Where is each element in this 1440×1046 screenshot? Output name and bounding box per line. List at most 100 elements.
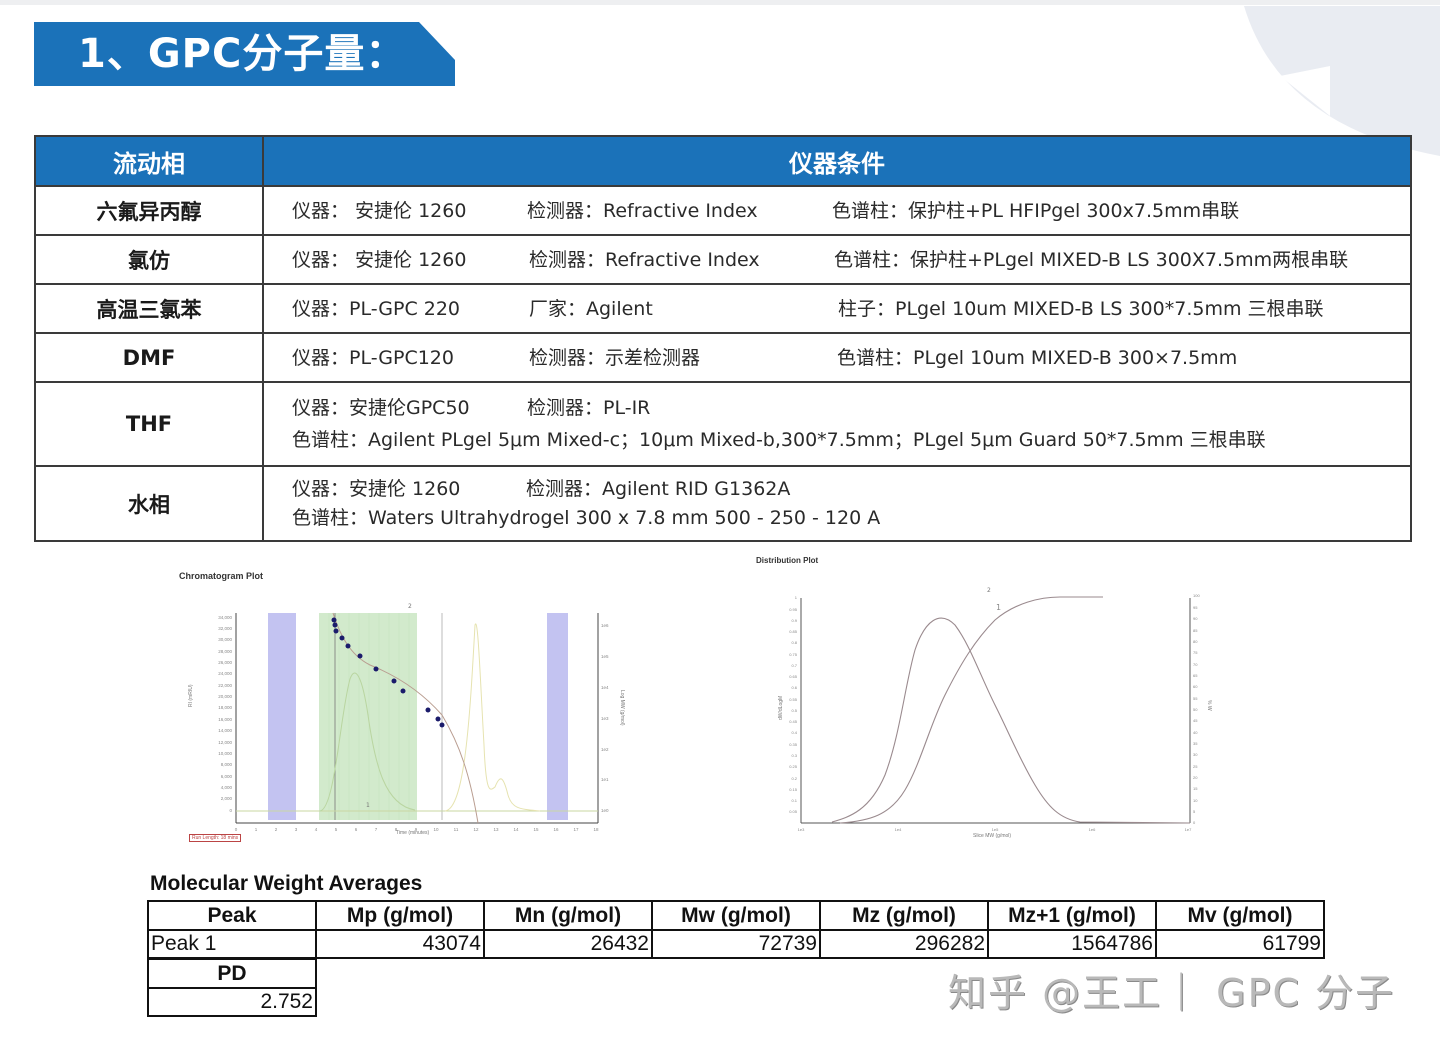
svg-text:14: 14 — [513, 827, 519, 832]
distribution-y2-axis-label: % W — [1206, 700, 1212, 711]
svg-text:1e5: 1e5 — [992, 827, 999, 832]
svg-text:5: 5 — [1193, 809, 1196, 814]
svg-text:0.2: 0.2 — [791, 776, 797, 781]
svg-text:50: 50 — [1193, 707, 1198, 712]
solvent-name: THF — [34, 381, 264, 467]
header-mw: Mw (g/mol) — [651, 900, 821, 931]
svg-text:95: 95 — [1193, 605, 1198, 610]
svg-text:6: 6 — [355, 827, 358, 832]
header-mp: Mp (g/mol) — [315, 900, 485, 931]
svg-text:1: 1 — [366, 802, 370, 809]
mz1-value: 1564786 — [987, 929, 1157, 959]
chromatogram-x-axis-label: Time (minutes) — [396, 830, 430, 836]
instrument-text: 仪器：安捷伦 1260 — [292, 477, 461, 500]
table-row: Peak 1 43074 26432 72739 296282 1564786 … — [147, 929, 1325, 959]
svg-text:0: 0 — [229, 808, 232, 813]
svg-text:0.4: 0.4 — [791, 730, 797, 735]
chromatogram-y2-axis-label: Log MW (g/mol) — [619, 690, 625, 726]
header-mz1: Mz+1 (g/mol) — [987, 900, 1157, 931]
svg-text:16: 16 — [553, 827, 559, 832]
svg-text:0.95: 0.95 — [789, 607, 798, 612]
distribution-plot: 2 1 0.05 0.1 0.15 0.2 0.25 0.3 0.35 0.4 0.45 0.… — [789, 587, 1200, 832]
svg-text:8,000: 8,000 — [221, 762, 233, 767]
svg-text:10: 10 — [433, 827, 439, 832]
svg-text:85: 85 — [1193, 628, 1198, 633]
condition-cell: 仪器：PL-GPC120 检测器：示差检测器 色谱柱：PLgel 10um MI… — [262, 332, 1412, 383]
svg-text:0.05: 0.05 — [789, 809, 798, 814]
column-text: 柱子：PLgel 10um MIXED-B LS 300*7.5mm 三根串联 — [838, 297, 1324, 320]
svg-text:1e1: 1e1 — [601, 777, 609, 782]
svg-text:90: 90 — [1193, 616, 1198, 621]
instrument-text: 仪器： 安捷伦 1260 — [292, 199, 467, 222]
detector-text: 检测器：示差检测器 — [529, 346, 701, 369]
table-row: DMF 仪器：PL-GPC120 检测器：示差检测器 色谱柱：PLgel 10u… — [34, 332, 1412, 383]
section-title: 1、GPC分子量： — [78, 31, 407, 77]
header-mv: Mv (g/mol) — [1155, 900, 1325, 931]
instrument-text: 仪器：安捷伦GPC50 — [292, 397, 470, 419]
instrument-text: 仪器： 安捷伦 1260 — [292, 248, 467, 271]
column-text: 色谱柱：Waters Ultrahydrogel 300 x 7.8 mm 50… — [292, 506, 881, 529]
svg-text:0.45: 0.45 — [789, 719, 798, 724]
mz-value: 296282 — [819, 929, 989, 959]
distribution-title: Distribution Plot — [756, 556, 819, 565]
svg-text:40: 40 — [1193, 730, 1198, 735]
mw-averages-table: Peak Mp (g/mol) Mn (g/mol) Mw (g/mol) Mz… — [147, 900, 1325, 959]
svg-text:1e4: 1e4 — [601, 685, 609, 690]
detector-text: 检测器：Refractive Index — [529, 248, 760, 271]
svg-text:1e2: 1e2 — [601, 747, 609, 752]
svg-text:0.35: 0.35 — [789, 742, 798, 747]
header-instrument-conditions: 仪器条件 — [262, 135, 1412, 187]
svg-text:2: 2 — [408, 603, 412, 610]
pd-value: 2.752 — [147, 987, 317, 1017]
pd-table: PD 2.752 — [147, 958, 317, 1017]
svg-text:80: 80 — [1193, 639, 1198, 644]
svg-text:1e3: 1e3 — [601, 716, 609, 721]
header-pd: PD — [147, 958, 317, 989]
svg-text:20,000: 20,000 — [218, 694, 232, 699]
instrument-text: 仪器：PL-GPC120 — [292, 346, 454, 369]
watermark: 知乎 @王工｜ GPC 分子 — [948, 971, 1396, 1015]
svg-text:0.65: 0.65 — [789, 674, 798, 679]
svg-text:1e6: 1e6 — [1089, 827, 1096, 832]
svg-text:30,000: 30,000 — [218, 637, 232, 642]
column-text: 色谱柱：Agilent PLgel 5μm Mixed-c；10μm Mixed… — [292, 429, 1266, 451]
svg-text:0.85: 0.85 — [789, 629, 798, 634]
detector-text: 检测器：PL-IR — [527, 397, 651, 419]
svg-text:6,000: 6,000 — [221, 774, 233, 779]
svg-text:0.15: 0.15 — [789, 787, 798, 792]
svg-text:0.8: 0.8 — [791, 640, 797, 645]
svg-text:26,000: 26,000 — [218, 660, 232, 665]
vendor-text: 厂家：Agilent — [529, 297, 653, 320]
svg-text:1: 1 — [255, 827, 258, 832]
svg-text:0.9: 0.9 — [791, 618, 797, 623]
svg-text:0.1: 0.1 — [791, 798, 797, 803]
svg-text:1e7: 1e7 — [1185, 827, 1192, 832]
svg-text:0: 0 — [1193, 820, 1196, 825]
detector-text: 检测器：Refractive Index — [527, 199, 758, 222]
mp-value: 43074 — [315, 929, 485, 959]
svg-text:100: 100 — [1193, 593, 1200, 598]
svg-text:0.25: 0.25 — [789, 764, 798, 769]
svg-text:0.75: 0.75 — [789, 652, 798, 657]
svg-text:4: 4 — [315, 827, 318, 832]
svg-text:60: 60 — [1193, 684, 1198, 689]
condition-cell: 仪器：安捷伦 1260 检测器：Agilent RID G1362A 色谱柱：W… — [262, 465, 1412, 542]
instrument-conditions-table: 流动相 仪器条件 六氟异丙醇 仪器： 安捷伦 1260 检测器：Refracti… — [34, 135, 1412, 542]
svg-text:24,000: 24,000 — [218, 671, 232, 676]
solvent-name: 六氟异丙醇 — [34, 185, 264, 236]
svg-text:1: 1 — [996, 603, 1001, 612]
condition-cell: 仪器： 安捷伦 1260 检测器：Refractive Index 色谱柱：保护… — [262, 185, 1412, 236]
header-peak: Peak — [147, 900, 317, 931]
chromatogram-title: Chromatogram Plot — [179, 571, 264, 581]
svg-text:22,000: 22,000 — [218, 683, 232, 688]
svg-text:9: 9 — [415, 827, 418, 832]
svg-text:0.55: 0.55 — [789, 697, 798, 702]
table-header-row: 流动相 仪器条件 — [34, 135, 1412, 187]
svg-text:12,000: 12,000 — [218, 740, 232, 745]
svg-text:20: 20 — [1193, 775, 1198, 780]
svg-text:0.5: 0.5 — [791, 708, 797, 713]
svg-text:1e6: 1e6 — [601, 623, 609, 628]
table-row: 高温三氯苯 仪器：PL-GPC 220 厂家：Agilent 柱子：PLgel … — [34, 283, 1412, 334]
svg-text:10,000: 10,000 — [218, 751, 232, 756]
